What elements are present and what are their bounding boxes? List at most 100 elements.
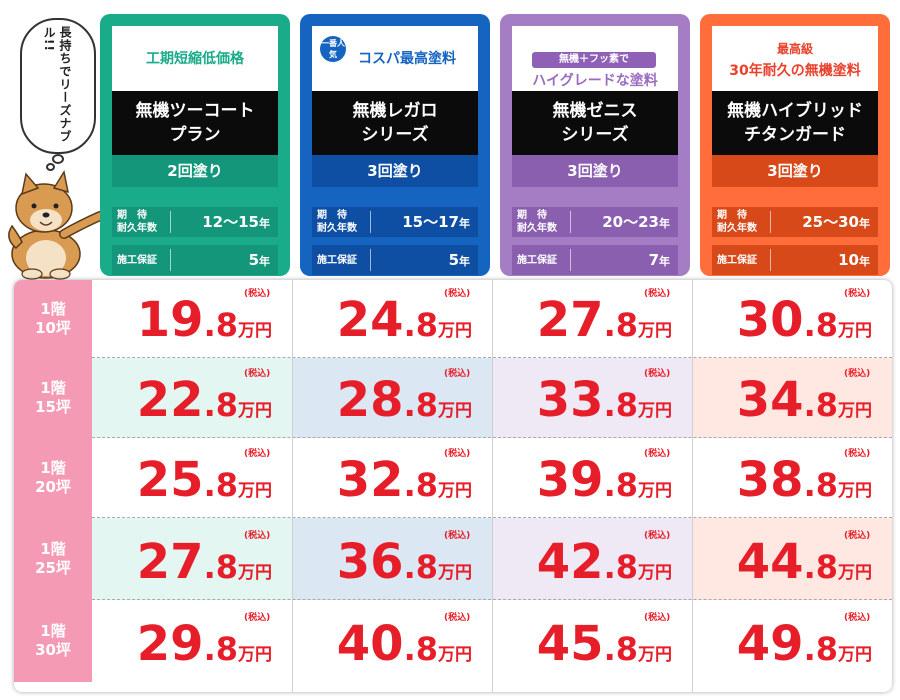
plan-name: 無機レガロ シリーズ	[312, 91, 478, 155]
tax-included-note: (税込)	[444, 613, 471, 623]
tax-included-note: (税込)	[244, 531, 271, 541]
card-header: 無機＋フッ素で ハイグレードな塗料	[512, 26, 678, 91]
row-floor: 1階	[40, 300, 66, 318]
plan-name: 無機ハイブリッド チタンガード	[712, 91, 878, 155]
price-integer: 34	[736, 372, 804, 428]
durability-label: 期 待耐久年数	[317, 210, 357, 234]
price-unit: (税込) 万円	[238, 449, 278, 501]
warranty-label: 施工保証	[317, 254, 357, 266]
price-cell: 36.8 (税込) 万円	[292, 518, 492, 600]
price-value: 19.8 (税込) 万円	[137, 289, 278, 344]
speech-bubble	[20, 18, 96, 154]
price-unit: (税込) 万円	[838, 449, 878, 501]
price-value: 32.8 (税込) 万円	[337, 449, 478, 504]
warranty-label: 施工保証	[517, 254, 557, 266]
durability-value: 15〜17年	[402, 213, 470, 231]
plan-card-zenith: 無機＋フッ素で ハイグレードな塗料 無機ゼニス シリーズ 3回塗り 期 待耐久年…	[500, 14, 690, 276]
price-decimal: .8	[403, 386, 438, 424]
price-table: 1階 10坪 19.8 (税込) 万円 24.8 (税込) 万円 27.8 (税込) 万円 30.8(…	[14, 280, 892, 692]
price-value: 44.8 (税込) 万円	[737, 531, 878, 586]
row-floor: 1階	[40, 459, 66, 477]
plan-card-two-coat: 工期短縮低価格 無機ツーコート プラン 2回塗り 期 待耐久年数 12〜15年 …	[100, 14, 290, 276]
price-unit: (税込) 万円	[638, 289, 678, 341]
price-decimal: .8	[803, 630, 838, 668]
price-cell: 24.8 (税込) 万円	[292, 280, 492, 358]
price-value: 30.8 (税込) 万円	[737, 289, 878, 344]
unit-text: 万円	[638, 401, 672, 421]
price-decimal: .8	[203, 466, 238, 504]
price-cell: 38.8 (税込) 万円	[692, 438, 892, 518]
warranty-label: 施工保証	[717, 254, 757, 266]
card-header: 最高級 30年耐久の無機塗料	[712, 26, 878, 91]
price-value: 45.8 (税込) 万円	[537, 613, 678, 668]
price-decimal: .8	[403, 630, 438, 668]
unit-text: 万円	[238, 321, 272, 341]
tax-included-note: (税込)	[644, 369, 671, 379]
popular-badge: 一番人気	[320, 36, 346, 62]
row-area: 20坪	[35, 478, 71, 496]
tax-included-note: (税込)	[244, 613, 271, 623]
tax-included-note: (税込)	[644, 449, 671, 459]
plan-name-line1: 無機ハイブリッド	[727, 101, 863, 121]
tax-included-note: (税込)	[444, 531, 471, 541]
price-cell: 28.8 (税込) 万円	[292, 358, 492, 438]
unit-text: 万円	[438, 481, 472, 501]
price-decimal: .8	[603, 548, 638, 586]
bubble-tail	[52, 154, 64, 164]
warranty-value: 5年	[248, 251, 270, 269]
price-value: 36.8 (税込) 万円	[337, 531, 478, 586]
price-value: 29.8 (税込) 万円	[137, 613, 278, 668]
divider	[370, 249, 371, 271]
plan-name: 無機ゼニス シリーズ	[512, 91, 678, 155]
row-label: 1階 30坪	[14, 600, 92, 682]
price-decimal: .8	[803, 306, 838, 344]
price-cell: 44.8 (税込) 万円	[692, 518, 892, 600]
price-integer: 29	[136, 616, 204, 672]
plan-name-line1: 無機ゼニス	[552, 101, 638, 121]
card-subtitle: ハイグレードな塗料	[532, 73, 658, 89]
warranty-row: 施工保証 5年	[112, 245, 278, 275]
price-unit: (税込) 万円	[838, 613, 878, 665]
warranty-value: 5年	[448, 251, 470, 269]
price-unit: (税込) 万円	[438, 531, 478, 583]
divider	[170, 211, 171, 233]
unit-text: 万円	[638, 645, 672, 665]
durability-row: 期 待耐久年数 12〜15年	[112, 207, 278, 237]
price-cell: 39.8 (税込) 万円	[492, 438, 692, 518]
price-integer: 33	[536, 372, 604, 428]
price-cell: 33.8 (税込) 万円	[492, 358, 692, 438]
price-cell: 27.8 (税込) 万円	[92, 518, 292, 600]
price-decimal: .8	[603, 630, 638, 668]
price-unit: (税込) 万円	[638, 369, 678, 421]
tax-included-note: (税込)	[844, 613, 871, 623]
durability-label: 期 待耐久年数	[517, 210, 557, 234]
column-divider	[492, 280, 493, 692]
warranty-value: 7年	[648, 251, 670, 269]
price-cell: 19.8 (税込) 万円	[92, 280, 292, 358]
price-cell: 49.8 (税込) 万円	[692, 600, 892, 682]
unit-text: 万円	[438, 401, 472, 421]
divider	[570, 211, 571, 233]
price-integer: 49	[736, 616, 804, 672]
price-integer: 45	[536, 616, 604, 672]
unit-text: 万円	[838, 481, 872, 501]
price-unit: (税込) 万円	[638, 531, 678, 583]
warranty-value: 10年	[838, 251, 870, 269]
price-value: 24.8 (税込) 万円	[337, 289, 478, 344]
tax-included-note: (税込)	[644, 613, 671, 623]
price-integer: 25	[136, 452, 204, 508]
plan-name-line1: 無機レガロ	[352, 101, 438, 121]
price-unit: (税込) 万円	[438, 449, 478, 501]
price-value: 49.8 (税込) 万円	[737, 613, 878, 668]
row-label: 1階 15坪	[14, 358, 92, 438]
divider	[370, 211, 371, 233]
divider	[170, 249, 171, 271]
tax-included-note: (税込)	[244, 449, 271, 459]
top-note-badge: 無機＋フッ素で	[532, 52, 656, 68]
row-label: 1階 25坪	[14, 518, 92, 600]
unit-text: 万円	[838, 645, 872, 665]
unit-text: 万円	[238, 563, 272, 583]
tax-included-note: (税込)	[244, 289, 271, 299]
price-unit: (税込) 万円	[238, 531, 278, 583]
price-cell: 29.8 (税込) 万円	[92, 600, 292, 682]
